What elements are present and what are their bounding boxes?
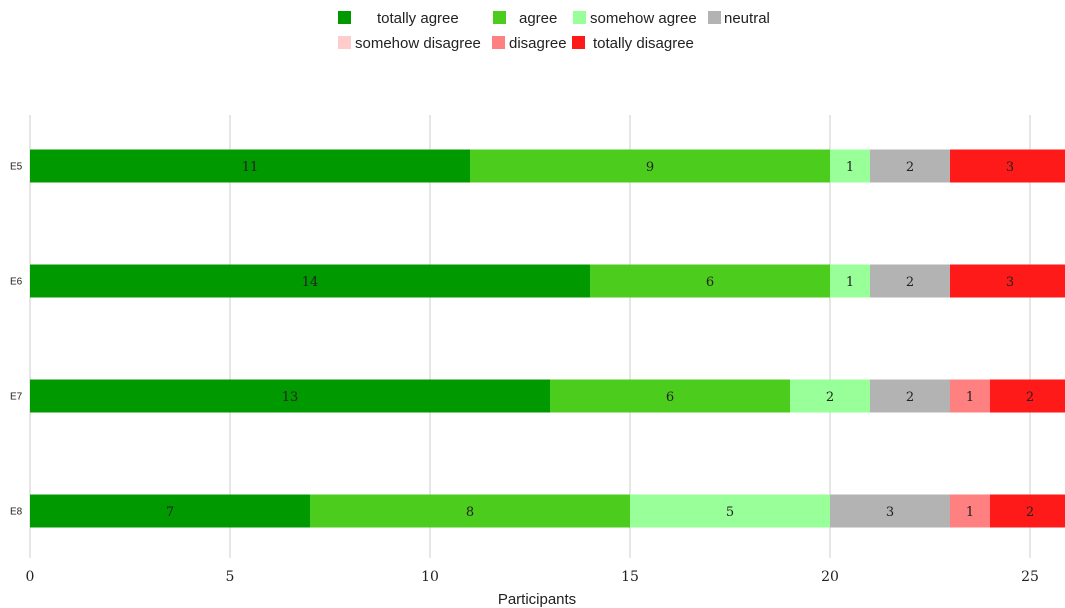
data-label-e8-neutral: 3 [886,505,894,520]
bar-e8-disagree [950,494,990,528]
legend-swatch-neutral [708,11,721,24]
bar-e7-totally-disagree [990,379,1065,413]
legend-label-disagree: disagree [509,35,567,52]
data-label-e7-totally-agree: 13 [282,390,299,405]
legend-label-somehow-agree: somehow agree [590,10,697,27]
y-tick-label-e7: E7 [10,392,23,403]
data-label-e5-somehow-agree: 1 [846,160,854,175]
bar-e7-neutral [870,379,950,413]
data-label-e5-totally-agree: 11 [242,160,259,175]
data-label-e6-agree: 6 [706,275,714,290]
value-labels: 11 9 1 2 3 14 6 1 2 3 13 6 2 2 1 2 7 8 5 3 1 2 [166,160,1034,520]
bar-e8-totally-agree [30,494,310,528]
bar-e6-totally-agree [30,264,590,298]
legend-label-totally-disagree: totally disagree [593,35,694,52]
data-label-e5-totally-disagree: 3 [1006,160,1014,175]
bar-e5-somehow-agree [830,149,870,183]
x-tick-label-20: 20 [821,569,839,585]
bar-e6-neutral [870,264,950,298]
x-axis-title: Participants [498,591,576,608]
legend-label-neutral: neutral [724,10,770,27]
bar-e5-agree [470,149,830,183]
bar-e8-agree [310,494,630,528]
data-label-e5-agree: 9 [646,160,654,175]
bar-e5-neutral [870,149,950,183]
data-label-e6-neutral: 2 [906,275,914,290]
bar-e8-somehow-agree [630,494,830,528]
legend-swatch-somehow-agree [573,11,586,24]
data-label-e7-totally-disagree: 2 [1026,390,1034,405]
legend-swatch-disagree [492,36,505,49]
legend-swatch-agree [493,11,506,24]
bar-e6-somehow-agree [830,264,870,298]
y-tick-label-e5: E5 [10,162,23,173]
legend: totally agree agree somehow agree neutral so… [338,10,770,52]
gridlines [29,115,1031,558]
data-label-e8-agree: 8 [466,505,474,520]
data-label-e7-somehow-agree: 2 [826,390,834,405]
bar-e7-somehow-agree [790,379,870,413]
data-label-e8-somehow-agree: 5 [726,505,734,520]
y-tick-label-e8: E8 [10,507,23,518]
data-label-e6-totally-disagree: 3 [1006,275,1014,290]
bar-e5-totally-disagree [950,149,1065,183]
x-tick-label-25: 25 [1021,569,1039,585]
data-label-e7-neutral: 2 [906,390,914,405]
data-label-e5-neutral: 2 [906,160,914,175]
bar-e7-agree [550,379,790,413]
x-tick-label-5: 5 [226,569,235,585]
bar-e6-totally-disagree [950,264,1065,298]
legend-swatch-somehow-disagree [338,36,351,49]
data-label-e8-totally-agree: 7 [166,505,174,520]
bar-e8-neutral [830,494,950,528]
bars [30,149,1065,528]
legend-label-totally-agree: totally agree [377,10,459,27]
x-tick-label-15: 15 [621,569,639,585]
y-tick-label-e6: E6 [10,277,23,288]
data-label-e8-totally-disagree: 2 [1026,505,1034,520]
legend-swatch-totally-agree [338,11,351,24]
legend-swatch-totally-disagree [572,36,585,49]
legend-label-somehow-disagree: somehow disagree [355,35,481,52]
bar-e7-totally-agree [30,379,550,413]
legend-label-agree: agree [519,10,557,27]
data-label-e8-disagree: 1 [966,505,974,520]
bar-e5-totally-agree [30,149,470,183]
data-label-e6-somehow-agree: 1 [846,275,854,290]
data-label-e7-agree: 6 [666,390,674,405]
bar-e6-agree [590,264,830,298]
bar-e8-totally-disagree [990,494,1065,528]
x-tick-label-10: 10 [421,569,439,585]
bar-e7-disagree [950,379,990,413]
x-tick-label-0: 0 [26,569,35,585]
data-label-e6-totally-agree: 14 [302,275,319,290]
data-label-e7-disagree: 1 [966,390,974,405]
